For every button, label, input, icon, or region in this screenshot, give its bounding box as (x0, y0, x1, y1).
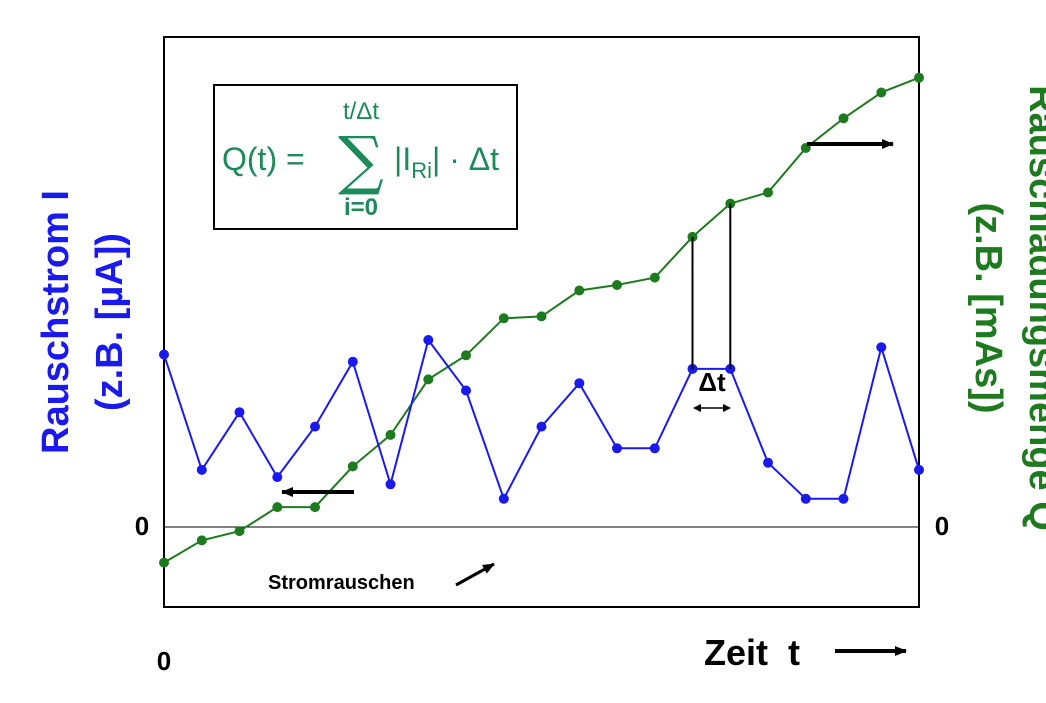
formula-tail: | · Δt (432, 141, 499, 177)
x-axis-title: Zeit t (704, 632, 800, 673)
noise-annotation-arrow (455, 562, 495, 587)
current-point-9 (498, 493, 509, 504)
charge-point-11 (574, 285, 585, 296)
current-point-1 (196, 464, 207, 475)
charge-point-4 (310, 502, 320, 513)
formula-term-main: |I (394, 141, 411, 177)
current-point-19 (876, 342, 887, 353)
charge-point-12 (612, 280, 622, 290)
formula-lhs: Q(t) = (222, 141, 305, 177)
current-point-7 (423, 335, 434, 345)
delta-t-label: Δt (698, 367, 726, 397)
current-point-18 (838, 493, 849, 504)
current-point-2 (234, 407, 245, 418)
formula-box: Q(t) = t/Δt ∑ i=0 |IRi| · Δt (213, 84, 518, 230)
charge-point-9 (498, 313, 509, 324)
current-point-5 (347, 356, 358, 367)
current-point-8 (461, 385, 471, 396)
formula-sum-lower: i=0 (344, 194, 378, 221)
zero-label-left: 0 (135, 511, 149, 541)
left-axis-title: Rauschstrom I (z.B. [µA]) (35, 190, 131, 454)
current-point-12 (612, 443, 622, 454)
charge-point-2 (234, 526, 245, 537)
charge-point-18 (838, 113, 849, 124)
charge-point-3 (272, 502, 283, 513)
delta-t-marker: Δt (691, 203, 732, 412)
x-origin-label: 0 (157, 646, 171, 676)
charge-point-16 (763, 187, 773, 198)
charge-point-10 (536, 311, 547, 322)
right-axis-title-line2: (z.B. [mAs]) (967, 202, 1009, 413)
charge-point-19 (876, 87, 887, 98)
charge-point-8 (461, 350, 471, 361)
charge-point-7 (423, 374, 434, 385)
right-axis-title-line1: Rauschladungsmenge Q (1021, 85, 1046, 531)
charge-point-6 (385, 429, 396, 440)
noise-annotation-label: Stromrauschen (268, 572, 415, 594)
current-point-4 (310, 421, 320, 432)
formula-term: |IRi| · Δt (394, 141, 499, 183)
right-axis-title: Rauschladungsmenge Q (z.B. [mAs]) (967, 85, 1046, 531)
current-point-10 (536, 421, 547, 432)
charge-point-5 (347, 461, 358, 472)
sum-symbol-icon: ∑ (338, 124, 384, 198)
charge-point-13 (649, 272, 660, 283)
current-point-17 (800, 493, 811, 504)
left-axis-title-line2: (z.B. [µA]) (89, 233, 131, 411)
current-point-3 (272, 472, 283, 483)
charge-point-20 (914, 72, 924, 83)
formula-sum-upper: t/Δt (343, 98, 379, 125)
charge-point-1 (196, 535, 207, 546)
formula-term-sub: Ri (411, 158, 432, 183)
current-point-11 (574, 378, 585, 389)
charge-point-0 (159, 557, 169, 568)
current-series (159, 335, 924, 504)
current-point-13 (649, 443, 660, 454)
plot-frame (163, 36, 920, 608)
formula-frame (213, 84, 518, 230)
left-axis-title-line1: Rauschstrom I (35, 190, 77, 454)
current-point-16 (763, 457, 773, 468)
zero-label-right: 0 (935, 511, 949, 541)
current-point-20 (914, 464, 924, 475)
current-point-0 (159, 349, 169, 360)
charge-series (159, 72, 924, 568)
current-point-6 (385, 479, 396, 490)
